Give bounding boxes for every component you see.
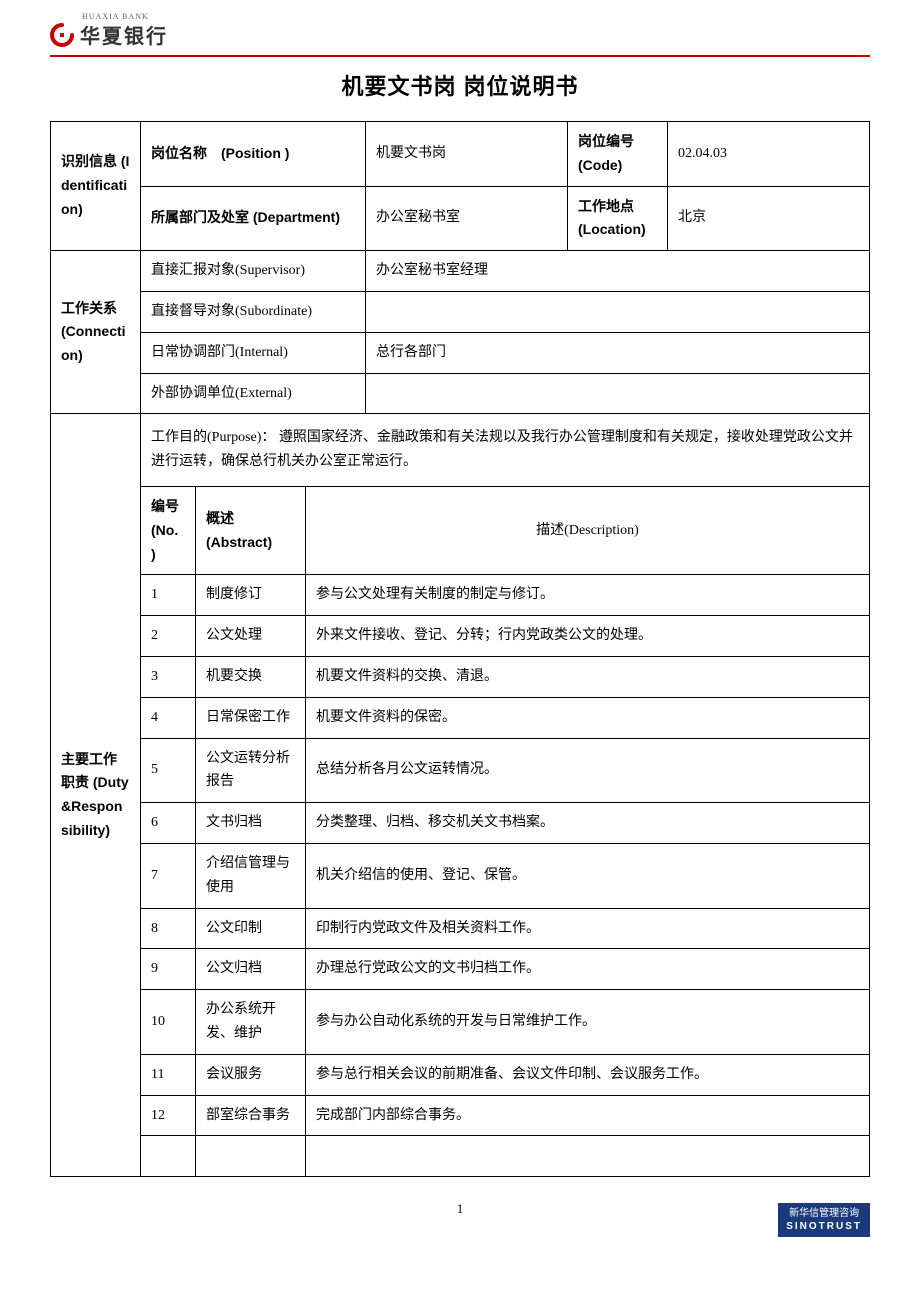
duty-no: 8 <box>141 908 196 949</box>
supervisor-label: 直接汇报对象(Supervisor) <box>141 251 366 292</box>
table-row: 6 文书归档 分类整理、归档、移交机关文书档案。 <box>51 803 870 844</box>
table-row <box>51 1136 870 1177</box>
duty-abstract: 介绍信管理与使用 <box>196 843 306 908</box>
job-description-table: 识别信息 (Identification) 岗位名称 (Position ) 机… <box>50 121 870 1177</box>
internal-label: 日常协调部门(Internal) <box>141 332 366 373</box>
bank-logo-text-wrap: HUAXIA BANK 华夏银行 <box>80 20 168 49</box>
position-value: 机要文书岗 <box>366 122 568 187</box>
duty-description: 机要文件资料的交换、清退。 <box>306 656 870 697</box>
duty-abstract: 机要交换 <box>196 656 306 697</box>
location-label: 工作地点 (Location) <box>568 186 668 251</box>
external-value <box>366 373 870 414</box>
duty-description: 完成部门内部综合事务。 <box>306 1095 870 1136</box>
header-abstract: 概述 (Abstract) <box>196 486 306 574</box>
duty-no: 12 <box>141 1095 196 1136</box>
location-value: 北京 <box>668 186 870 251</box>
duty-abstract: 公文运转分析报告 <box>196 738 306 803</box>
duty-no: 11 <box>141 1054 196 1095</box>
duty-description: 办理总行党政公文的文书归档工作。 <box>306 949 870 990</box>
table-row: 9 公文归档 办理总行党政公文的文书归档工作。 <box>51 949 870 990</box>
bank-name-en: HUAXIA BANK <box>82 12 149 21</box>
consulting-en: SINOTRUST <box>786 1220 862 1233</box>
duty-description: 参与公文处理有关制度的制定与修订。 <box>306 575 870 616</box>
purpose-cell: 工作目的(Purpose)： 遵照国家经济、金融政策和有关法规以及我行办公管理制… <box>141 414 870 487</box>
header-rule <box>50 55 870 57</box>
table-row: 8 公文印制 印制行内党政文件及相关资料工作。 <box>51 908 870 949</box>
header-no: 编号 (No. ) <box>141 486 196 574</box>
table-row: 7 介绍信管理与使用 机关介绍信的使用、登记、保管。 <box>51 843 870 908</box>
duty-abstract: 公文印制 <box>196 908 306 949</box>
table-row: 5 公文运转分析报告 总结分析各月公文运转情况。 <box>51 738 870 803</box>
duty-no: 1 <box>141 575 196 616</box>
table-row: 12 部室综合事务 完成部门内部综合事务。 <box>51 1095 870 1136</box>
document-title: 机要文书岗 岗位说明书 <box>50 69 870 101</box>
table-row: 所属部门及处室 (Department) 办公室秘书室 工作地点 (Locati… <box>51 186 870 251</box>
subordinate-value <box>366 291 870 332</box>
table-row: 2 公文处理 外来文件接收、登记、分转；行内党政类公文的处理。 <box>51 616 870 657</box>
duty-abstract: 会议服务 <box>196 1054 306 1095</box>
bank-name-cn: 华夏银行 <box>80 26 168 48</box>
duty-abstract: 日常保密工作 <box>196 697 306 738</box>
subordinate-label: 直接督导对象(Subordinate) <box>141 291 366 332</box>
duty-description: 参与办公自动化系统的开发与日常维护工作。 <box>306 990 870 1055</box>
duty-abstract: 制度修订 <box>196 575 306 616</box>
table-row: 外部协调单位(External) <box>51 373 870 414</box>
section-connection: 工作关系 (Connection) <box>51 251 141 414</box>
table-row: 10 办公系统开发、维护 参与办公自动化系统的开发与日常维护工作。 <box>51 990 870 1055</box>
purpose-label: 工作目的(Purpose)： <box>151 430 275 445</box>
duty-no: 3 <box>141 656 196 697</box>
bank-header: HUAXIA BANK 华夏银行 <box>50 20 870 53</box>
table-row: 主要工作职责 (Duty&Responsibility) 工作目的(Purpos… <box>51 414 870 487</box>
duty-no: 4 <box>141 697 196 738</box>
page-number: 1 <box>50 1201 870 1217</box>
duty-description: 总结分析各月公文运转情况。 <box>306 738 870 803</box>
code-value: 02.04.03 <box>668 122 870 187</box>
duty-abstract: 公文归档 <box>196 949 306 990</box>
section-identification: 识别信息 (Identification) <box>51 122 141 251</box>
supervisor-value: 办公室秘书室经理 <box>366 251 870 292</box>
internal-value: 总行各部门 <box>366 332 870 373</box>
table-row: 日常协调部门(Internal) 总行各部门 <box>51 332 870 373</box>
duty-abstract: 公文处理 <box>196 616 306 657</box>
duty-description: 参与总行相关会议的前期准备、会议文件印制、会议服务工作。 <box>306 1054 870 1095</box>
duty-abstract: 部室综合事务 <box>196 1095 306 1136</box>
duty-abstract-empty <box>196 1136 306 1177</box>
table-row: 直接督导对象(Subordinate) <box>51 291 870 332</box>
duty-no: 10 <box>141 990 196 1055</box>
bank-logo-icon <box>50 23 74 47</box>
department-label: 所属部门及处室 (Department) <box>141 186 366 251</box>
duty-no: 2 <box>141 616 196 657</box>
duty-no: 6 <box>141 803 196 844</box>
consulting-footer-logo: 新华信管理咨询 SINOTRUST <box>778 1203 870 1237</box>
duty-abstract: 文书归档 <box>196 803 306 844</box>
section-duty: 主要工作职责 (Duty&Responsibility) <box>51 414 141 1177</box>
department-value: 办公室秘书室 <box>366 186 568 251</box>
duty-description: 外来文件接收、登记、分转；行内党政类公文的处理。 <box>306 616 870 657</box>
duty-description: 分类整理、归档、移交机关文书档案。 <box>306 803 870 844</box>
duty-description: 机要文件资料的保密。 <box>306 697 870 738</box>
duty-no: 9 <box>141 949 196 990</box>
table-row: 11 会议服务 参与总行相关会议的前期准备、会议文件印制、会议服务工作。 <box>51 1054 870 1095</box>
table-row: 识别信息 (Identification) 岗位名称 (Position ) 机… <box>51 122 870 187</box>
external-label: 外部协调单位(External) <box>141 373 366 414</box>
duty-abstract: 办公系统开发、维护 <box>196 990 306 1055</box>
table-row: 4 日常保密工作 机要文件资料的保密。 <box>51 697 870 738</box>
header-description: 描述(Description) <box>306 486 870 574</box>
table-row: 工作关系 (Connection) 直接汇报对象(Supervisor) 办公室… <box>51 251 870 292</box>
consulting-cn: 新华信管理咨询 <box>789 1208 859 1219</box>
duty-description: 机关介绍信的使用、登记、保管。 <box>306 843 870 908</box>
duty-description-empty <box>306 1136 870 1177</box>
duty-no: 7 <box>141 843 196 908</box>
position-label: 岗位名称 (Position ) <box>141 122 366 187</box>
code-label: 岗位编号 (Code) <box>568 122 668 187</box>
duty-no-empty <box>141 1136 196 1177</box>
table-row: 1 制度修订 参与公文处理有关制度的制定与修订。 <box>51 575 870 616</box>
duty-no: 5 <box>141 738 196 803</box>
table-row: 3 机要交换 机要文件资料的交换、清退。 <box>51 656 870 697</box>
table-row: 编号 (No. ) 概述 (Abstract) 描述(Description) <box>51 486 870 574</box>
duty-description: 印制行内党政文件及相关资料工作。 <box>306 908 870 949</box>
